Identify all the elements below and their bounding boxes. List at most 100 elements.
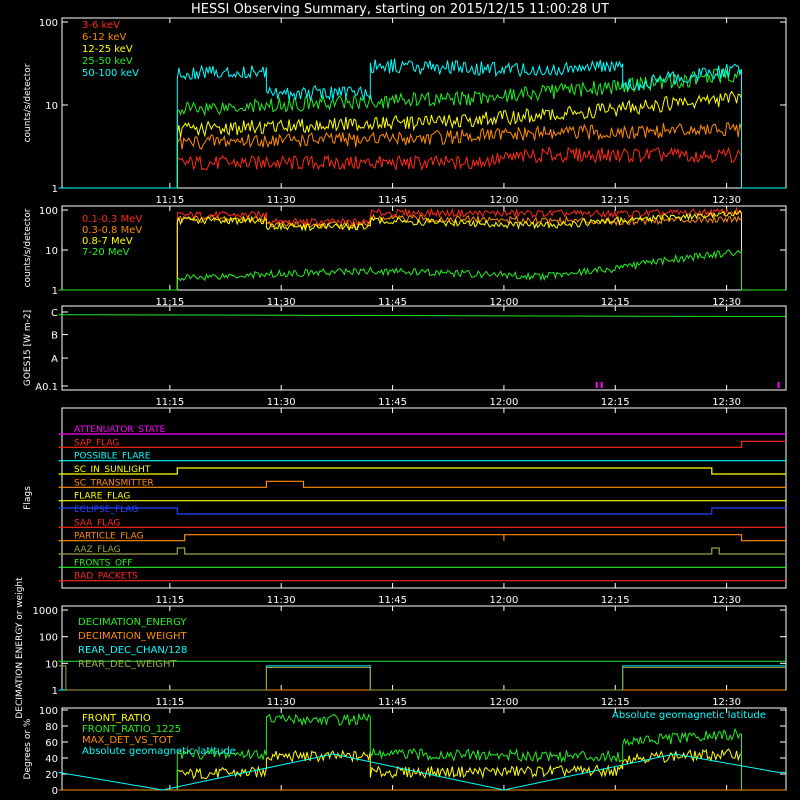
x-tick-label: 11:15 [155, 297, 184, 308]
flag-label: BAD_PACKETS [74, 572, 138, 582]
x-tick-label: 12:15 [601, 595, 630, 606]
y-tick-label: 0 [52, 786, 58, 797]
flag-label: SC_IN_SUNLIGHT [74, 465, 151, 475]
x-tick-label: 12:30 [712, 195, 741, 206]
x-tick-label: 12:15 [601, 697, 630, 708]
x-tick-label: 11:30 [267, 195, 296, 206]
legend-entry: REAR_DEC_WEIGHT [78, 659, 177, 670]
y-tick-label: 1000 [33, 606, 58, 617]
series-line-0-1-0-3-mev [58, 206, 786, 291]
legend-entry: 3-6 keV [82, 20, 120, 31]
y-axis-label: counts/s/detector [23, 208, 33, 287]
x-tick-label: 11:45 [378, 195, 407, 206]
y-axis-label: Degrees or % [23, 718, 33, 779]
flag-line-aaz-flag [58, 547, 786, 555]
y-axis-label: Flags [23, 486, 33, 510]
legend-entry: 0.8-7 MeV [82, 236, 133, 247]
y-tick-label: 60 [45, 738, 58, 749]
plot-frame [61, 305, 787, 391]
series-line-front-ratio [58, 748, 786, 791]
x-tick-label: 11:30 [267, 697, 296, 708]
y-tick-label: 10 [45, 101, 58, 112]
series-line-25-50-kev [58, 68, 786, 189]
flag-line-sap-flag [58, 440, 786, 448]
y-tick-label: 100 [39, 18, 58, 29]
legend-entry: 7-20 MeV [82, 247, 130, 258]
y-axis-label: GOES15 [W m-2] [23, 310, 33, 386]
panel-goes: 11:15 11:30 11:45 12:00 12:15 12:30 A0.1 A B C GOE… [23, 305, 787, 408]
x-tick-label: 12:00 [489, 397, 518, 408]
x-tick-label: 11:30 [267, 297, 296, 308]
x-tick-label: 11:45 [378, 297, 407, 308]
x-tick-label: 12:15 [601, 195, 630, 206]
x-tick-label: 12:00 [489, 297, 518, 308]
x-tick-label: 12:00 [489, 595, 518, 606]
flag-label: SC_TRANSMITTER [74, 478, 154, 488]
legend-entry: Absolute geomagnetic latitude [82, 746, 236, 757]
panel-decimation: 11:15 11:30 11:45 12:00 12:15 12:30 1 10 100 1000… [15, 577, 787, 719]
y-tick-label: 40 [45, 754, 58, 765]
x-tick-label: 12:15 [601, 397, 630, 408]
legend-entry: 0.3-0.8 MeV [82, 225, 142, 236]
y-tick-label: 100 [39, 706, 58, 717]
plot-frame [61, 205, 787, 291]
legend-entry: DECIMATION_ENERGY [78, 617, 187, 628]
y-tick-label: C [51, 308, 58, 319]
x-tick-label: 12:30 [712, 697, 741, 708]
y-tick-label: 80 [45, 722, 58, 733]
y-tick-label: 100 [39, 633, 58, 644]
series-line-front-ratio-1225 [58, 712, 786, 791]
x-tick-label: 11:30 [267, 397, 296, 408]
flag-label: POSSIBLE_FLARE [74, 452, 151, 462]
x-tick-label: 11:45 [378, 697, 407, 708]
legend-entry: MAX_DET_VS_TOT [82, 735, 174, 746]
figure-title: HESSI Observing Summary, starting on 201… [191, 2, 609, 17]
legend-entry: 50-100 keV [82, 68, 139, 79]
panel-flags: 11:15 11:30 11:45 12:00 12:15 12:30 Flags ATTEN… [23, 407, 787, 606]
y-tick-label: 10 [45, 659, 58, 670]
y-tick-label: A0.1 [35, 382, 58, 393]
x-tick-label: 11:30 [267, 595, 296, 606]
x-tick-label: 12:30 [712, 595, 741, 606]
x-tick-label: 11:15 [155, 195, 184, 206]
x-tick-label: 11:15 [155, 397, 184, 408]
legend-entry: 0.1-0.3 MeV [82, 214, 142, 225]
flag-label: AAZ_FLAG [74, 545, 121, 555]
y-tick-label: 1 [52, 286, 58, 297]
y-tick-label: 1 [52, 184, 58, 195]
panel-gamma: 11:15 11:30 11:45 12:00 12:15 12:30 1 10 100 coun… [23, 205, 787, 308]
series-line-50-100-kev [58, 58, 786, 189]
y-tick-label: B [51, 331, 58, 342]
flag-label: ATTENUATOR_STATE [74, 425, 166, 435]
plot-frame [61, 407, 787, 589]
x-tick-label: 12:30 [712, 397, 741, 408]
flag-line-eclipse-flag [58, 507, 786, 515]
series-line-0-3-0-8-mev [58, 213, 786, 291]
series-line-0-8-7-mev [58, 209, 786, 291]
flag-line-particle-flag [58, 534, 786, 542]
flag-line-sc-transmitter [58, 480, 786, 488]
series-line-12-25-kev [58, 90, 786, 189]
y-tick-label: A [51, 354, 58, 365]
x-tick-label: 12:00 [489, 195, 518, 206]
panel-ratio: 0 20 40 60 80 100 Degrees or % FRONT_RATIOFRONT… [23, 706, 787, 797]
x-tick-label: 11:15 [155, 595, 184, 606]
flag-label: PARTICLE_FLAG [74, 532, 144, 542]
series-line-6-12-kev [58, 122, 786, 189]
y-tick-label: 20 [45, 770, 58, 781]
flag-line-sc-in-sunlight [58, 467, 786, 475]
x-tick-label: 12:30 [712, 297, 741, 308]
legend-entry: DECIMATION_WEIGHT [78, 631, 187, 642]
plot-frame [61, 17, 787, 189]
y-tick-label: 1 [52, 686, 58, 697]
legend-entry: 12-25 keV [82, 44, 133, 55]
series-line-absolute-geomagnetic-latitude [58, 753, 786, 791]
flag-label: FLARE_FLAG [74, 492, 130, 502]
panel-hxr: 11:15 11:30 11:45 12:00 12:15 12:30 1 10 100 coun… [23, 17, 787, 206]
flag-label: FRONTS_OFF [74, 558, 132, 568]
legend-entry: 6-12 keV [82, 32, 126, 43]
legend-entry: FRONT_RATIO [82, 713, 151, 724]
panel-annotation: Absolute geomagnetic latitude [612, 710, 766, 721]
y-tick-label: 10 [45, 246, 58, 257]
